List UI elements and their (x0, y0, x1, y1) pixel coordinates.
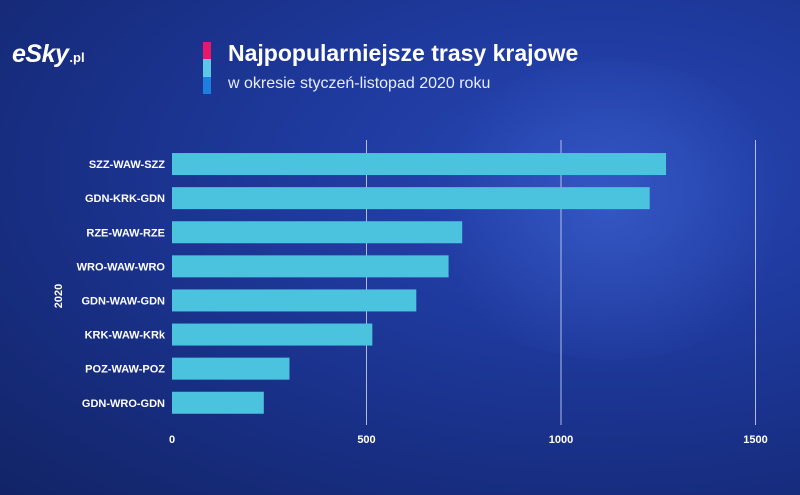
accent-cyan (203, 59, 211, 77)
x-tick-label: 1500 (743, 434, 767, 446)
title-accent-bar (203, 42, 211, 94)
x-tick-label: 500 (357, 434, 375, 446)
chart-subtitle: w okresie styczeń-listopad 2020 roku (228, 75, 491, 92)
esky-logo: eSky .pl (12, 40, 85, 69)
logo-main-text: eSky (12, 40, 69, 68)
bar (172, 153, 667, 176)
accent-blue (203, 76, 211, 94)
bar (172, 391, 264, 414)
bar (172, 323, 373, 346)
background-glow (420, 60, 800, 360)
category-label: RZE-WAW-RZE (86, 227, 165, 239)
category-label: GDN-KRK-GDN (85, 193, 165, 205)
bar (172, 357, 290, 380)
category-label: POZ-WAW-POZ (85, 364, 165, 376)
chart-title: Najpopularniejsze trasy krajowe (228, 40, 579, 66)
bar (172, 187, 650, 210)
category-label: WRO-WAW-WRO (77, 261, 166, 273)
accent-pink (203, 42, 211, 60)
bar (172, 289, 417, 312)
bar (172, 221, 463, 244)
bar (172, 255, 449, 278)
logo-suffix-text: .pl (69, 50, 85, 65)
category-label: SZZ-WAW-SZZ (89, 159, 165, 171)
category-label: KRK-WAW-KRk (85, 330, 166, 342)
category-label: GDN-WAW-GDN (82, 295, 166, 307)
y-axis-label: 2020 (53, 284, 65, 308)
x-tick-label: 0 (169, 434, 175, 446)
category-label: GDN-WRO-GDN (82, 398, 165, 410)
x-tick-label: 1000 (549, 434, 573, 446)
